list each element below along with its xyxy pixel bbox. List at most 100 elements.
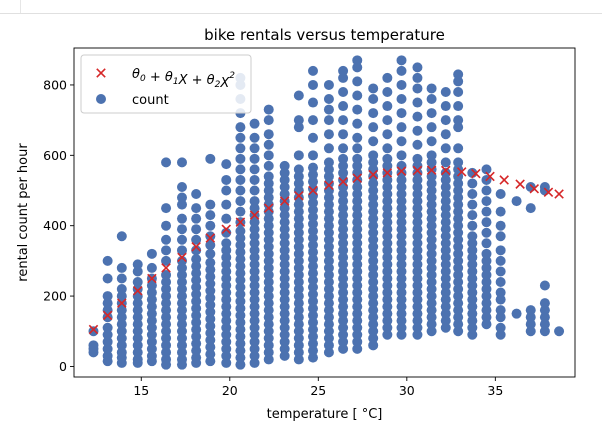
- count-point: [307, 204, 318, 215]
- count-point: [191, 324, 202, 335]
- count-point: [382, 329, 393, 340]
- count-point: [412, 280, 423, 291]
- count-point: [453, 305, 464, 316]
- count-point: [132, 298, 143, 309]
- count-point: [221, 199, 232, 210]
- count-point: [205, 320, 216, 331]
- count-point: [205, 199, 216, 210]
- count-point: [132, 354, 143, 365]
- count-point: [396, 196, 407, 207]
- count-point: [481, 248, 492, 259]
- fit-point: [499, 175, 509, 185]
- count-point: [338, 129, 349, 140]
- count-point: [352, 118, 363, 129]
- count-point: [338, 224, 349, 235]
- count-point: [467, 294, 478, 305]
- count-point: [279, 189, 290, 200]
- count-point: [453, 220, 464, 231]
- count-point: [382, 115, 393, 126]
- count-point: [352, 104, 363, 115]
- count-point: [453, 178, 464, 189]
- count-point: [235, 206, 246, 217]
- count-point: [102, 273, 113, 284]
- count-point: [323, 199, 334, 210]
- count-point: [352, 62, 363, 73]
- count-point: [323, 298, 334, 309]
- count-point: [279, 231, 290, 242]
- count-point: [235, 174, 246, 185]
- count-point: [382, 189, 393, 200]
- count-point: [293, 178, 304, 189]
- count-point: [382, 287, 393, 298]
- fit-point: [352, 173, 363, 183]
- count-point: [338, 210, 349, 221]
- count-point: [235, 225, 246, 236]
- count-point: [467, 315, 478, 326]
- count-point: [338, 336, 349, 347]
- count-point: [426, 319, 437, 330]
- count-point: [368, 150, 379, 161]
- count-point: [467, 322, 478, 333]
- count-point: [279, 238, 290, 249]
- count-point: [352, 245, 363, 256]
- count-point: [249, 259, 260, 270]
- count-point: [453, 269, 464, 280]
- count-point: [221, 280, 232, 291]
- count-point: [426, 262, 437, 273]
- count-point: [352, 238, 363, 249]
- fit-point: [485, 171, 495, 182]
- count-point: [467, 259, 478, 270]
- count-point: [249, 308, 260, 319]
- count-point: [382, 217, 393, 228]
- count-point: [146, 329, 157, 340]
- fit-point: [88, 324, 99, 335]
- count-point: [221, 329, 232, 340]
- count-point: [146, 301, 157, 312]
- count-point: [396, 217, 407, 228]
- count-point: [176, 333, 187, 344]
- count-point: [116, 340, 127, 351]
- fit-marker-stroke: [412, 165, 423, 176]
- count-point: [293, 333, 304, 344]
- count-point: [249, 350, 260, 361]
- fit-marker-stroke: [338, 176, 348, 187]
- fit-point: [132, 286, 143, 296]
- count-point: [307, 211, 318, 222]
- count-point: [440, 181, 451, 192]
- count-point: [338, 308, 349, 319]
- fit-point: [221, 224, 232, 234]
- count-point: [368, 108, 379, 119]
- count-point: [525, 181, 536, 192]
- legend-fit-marker: [96, 68, 106, 78]
- fit-marker-stroke: [191, 242, 201, 252]
- count-point: [412, 111, 423, 122]
- count-point: [221, 357, 232, 368]
- count-point: [293, 248, 304, 259]
- count-point: [495, 231, 506, 242]
- count-point: [412, 231, 423, 242]
- count-point: [293, 262, 304, 273]
- count-point: [293, 276, 304, 287]
- count-point: [382, 308, 393, 319]
- count-point: [440, 252, 451, 263]
- count-point: [279, 315, 290, 326]
- count-point: [323, 220, 334, 231]
- count-point: [440, 315, 451, 326]
- count-point: [205, 292, 216, 303]
- count-point: [467, 329, 478, 340]
- count-point: [279, 174, 290, 185]
- count-point: [338, 203, 349, 214]
- count-point: [382, 210, 393, 221]
- count-point: [368, 319, 379, 330]
- count-point: [221, 287, 232, 298]
- count-point: [307, 303, 318, 314]
- x-axis-ticks: 15 20 25 30 35: [133, 377, 503, 398]
- count-point: [263, 227, 274, 238]
- count-point: [368, 276, 379, 287]
- count-point: [307, 282, 318, 293]
- count-point: [396, 280, 407, 291]
- count-point: [382, 181, 393, 192]
- count-point: [161, 333, 172, 344]
- count-point: [525, 312, 536, 323]
- count-point: [235, 185, 246, 196]
